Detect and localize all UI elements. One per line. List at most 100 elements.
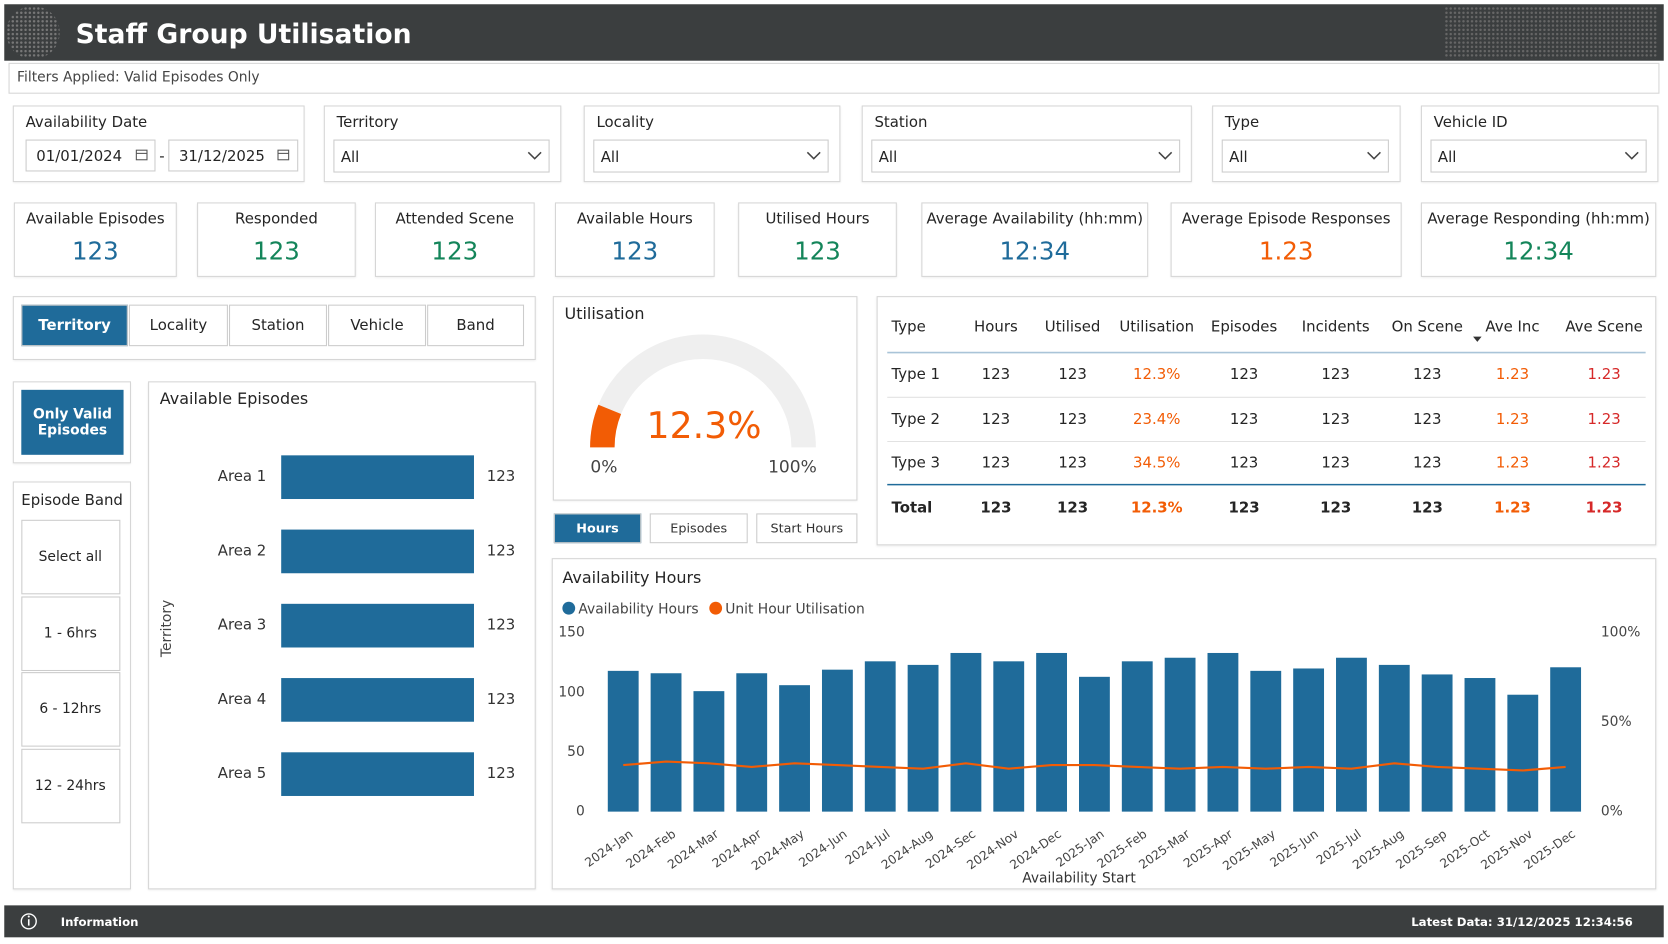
table-total: Total bbox=[891, 499, 933, 517]
kpi-value: 123 bbox=[253, 238, 300, 266]
kpi-card bbox=[1420, 202, 1657, 277]
kpi-value: 123 bbox=[794, 238, 841, 266]
date-input[interactable] bbox=[25, 139, 156, 172]
table-cell: 23.4% bbox=[1133, 410, 1181, 428]
measure-button[interactable] bbox=[756, 513, 858, 544]
tab[interactable] bbox=[328, 304, 427, 347]
dropdown-field[interactable] bbox=[871, 139, 1181, 173]
kpi-label: Average Episode Responses bbox=[1181, 210, 1391, 228]
band-option-label[interactable]: 12 - 24hrs bbox=[34, 777, 106, 794]
date-input[interactable] bbox=[168, 139, 299, 172]
dropdown-field[interactable] bbox=[1430, 139, 1647, 173]
table-cell: 123 bbox=[1321, 410, 1350, 428]
band-option-label[interactable]: 6 - 12hrs bbox=[39, 701, 102, 718]
kpi-card bbox=[197, 202, 356, 277]
table-cell: 123 bbox=[1321, 366, 1350, 384]
combo-panel bbox=[551, 558, 1657, 890]
table-header[interactable]: Utilised bbox=[1044, 318, 1101, 336]
measure-button-label[interactable]: Episodes bbox=[670, 520, 728, 536]
gauge-panel bbox=[552, 296, 858, 501]
tab[interactable] bbox=[427, 304, 525, 347]
kpi-card bbox=[1170, 202, 1402, 277]
valid-button[interactable]: Only Valid Episodes bbox=[21, 389, 124, 455]
table-cell: Type 2 bbox=[891, 410, 940, 428]
dropdown-field[interactable] bbox=[593, 139, 829, 173]
header-bar bbox=[4, 4, 1664, 61]
tab-label[interactable]: Vehicle bbox=[350, 317, 404, 335]
filters-bar bbox=[8, 62, 1660, 94]
header-pattern-right bbox=[1444, 6, 1658, 59]
tab-label[interactable]: Band bbox=[456, 317, 495, 335]
kpi-label: Attended Scene bbox=[395, 210, 515, 228]
kpi-card bbox=[554, 202, 715, 277]
table-total: 123 bbox=[1057, 499, 1089, 517]
dropdown-field[interactable] bbox=[1221, 139, 1389, 173]
measure-button-label[interactable]: Start Hours bbox=[770, 520, 844, 536]
tab-label[interactable]: Locality bbox=[149, 317, 208, 335]
kpi-label: Average Responding (hh:mm) bbox=[1427, 210, 1650, 228]
table-header[interactable]: Hours bbox=[974, 318, 1018, 336]
table-total: 123 bbox=[1228, 499, 1260, 517]
kpi-value: 123 bbox=[71, 238, 119, 266]
tab[interactable] bbox=[128, 304, 228, 347]
band-option[interactable] bbox=[21, 595, 121, 671]
kpi-label: Available Hours bbox=[576, 210, 693, 228]
table-header[interactable]: Type bbox=[891, 318, 926, 336]
kpi-card bbox=[738, 202, 897, 277]
chart-title: Available Episodes bbox=[159, 389, 309, 409]
band-option[interactable] bbox=[21, 519, 121, 595]
table-header[interactable]: Incidents bbox=[1301, 318, 1370, 336]
band-option-label[interactable]: Select all bbox=[38, 549, 102, 566]
bar-chart-panel bbox=[148, 381, 536, 890]
table-cell: Type 1 bbox=[891, 366, 940, 384]
table-header[interactable]: Episodes bbox=[1210, 318, 1278, 336]
table-total: 123 bbox=[1320, 499, 1352, 517]
date-slicer bbox=[12, 105, 305, 183]
table-cell: 1.23 bbox=[1495, 366, 1530, 384]
slicer-label: Station bbox=[874, 113, 928, 132]
table-cell: 123 bbox=[1229, 410, 1259, 428]
dropdown-value[interactable]: All bbox=[878, 149, 898, 167]
kpi-value: 12:34 bbox=[999, 238, 1071, 266]
measure-button-label[interactable]: Hours bbox=[576, 520, 619, 536]
table-cell: 123 bbox=[1058, 410, 1087, 428]
table-header[interactable]: Ave Scene bbox=[1565, 318, 1643, 336]
dropdown-value[interactable]: All bbox=[1437, 149, 1457, 167]
dropdown-value[interactable]: All bbox=[1229, 149, 1248, 167]
dropdown-value[interactable]: All bbox=[600, 149, 620, 167]
chart-title: Availability Hours bbox=[562, 568, 702, 588]
table-cell: 1.23 bbox=[1587, 410, 1621, 428]
table-cell: 123 bbox=[1413, 454, 1442, 472]
table-total: 1.23 bbox=[1494, 499, 1531, 517]
table-header[interactable]: Ave Inc bbox=[1485, 318, 1540, 336]
band-option[interactable] bbox=[21, 748, 121, 823]
measure-button[interactable] bbox=[649, 513, 748, 544]
dropdown-field[interactable] bbox=[333, 139, 550, 173]
tab[interactable] bbox=[229, 304, 327, 347]
table-cell: 123 bbox=[1058, 366, 1087, 384]
table-header[interactable]: Utilisation bbox=[1119, 318, 1195, 336]
footer-info[interactable]: Information bbox=[60, 915, 139, 930]
band-option[interactable] bbox=[21, 672, 121, 747]
dropdown-slicer bbox=[1212, 105, 1401, 183]
measure-button[interactable] bbox=[553, 513, 642, 544]
band-option-label[interactable]: 1 - 6hrs bbox=[43, 625, 97, 642]
kpi-value: 1.23 bbox=[1258, 238, 1314, 266]
date-start: 01/01/2024 bbox=[36, 148, 123, 166]
table-total: 123 bbox=[980, 499, 1012, 517]
kpi-label: Responded bbox=[235, 210, 318, 228]
dropdown-value[interactable]: All bbox=[340, 149, 360, 167]
tab[interactable] bbox=[21, 304, 128, 347]
table-cell: 123 bbox=[1413, 410, 1442, 428]
table-cell: 123 bbox=[1229, 366, 1259, 384]
table-cell: 1.23 bbox=[1495, 454, 1530, 472]
table-cell: 123 bbox=[1058, 454, 1087, 472]
kpi-label: Average Availability (hh:mm) bbox=[926, 210, 1144, 228]
tab-label[interactable]: Station bbox=[251, 317, 305, 335]
dropdown-slicer bbox=[861, 105, 1192, 183]
kpi-value: 123 bbox=[611, 238, 659, 266]
table-header[interactable]: On Scene bbox=[1391, 318, 1463, 336]
tab-label[interactable]: Territory bbox=[38, 317, 111, 335]
dropdown-slicer bbox=[1420, 105, 1659, 183]
